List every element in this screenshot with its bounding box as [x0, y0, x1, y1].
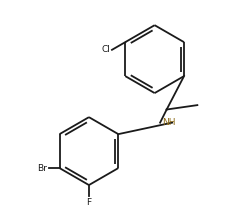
Text: NH: NH — [162, 118, 176, 127]
Text: F: F — [86, 198, 91, 207]
Text: Cl: Cl — [102, 45, 111, 54]
Text: Br: Br — [38, 164, 47, 173]
